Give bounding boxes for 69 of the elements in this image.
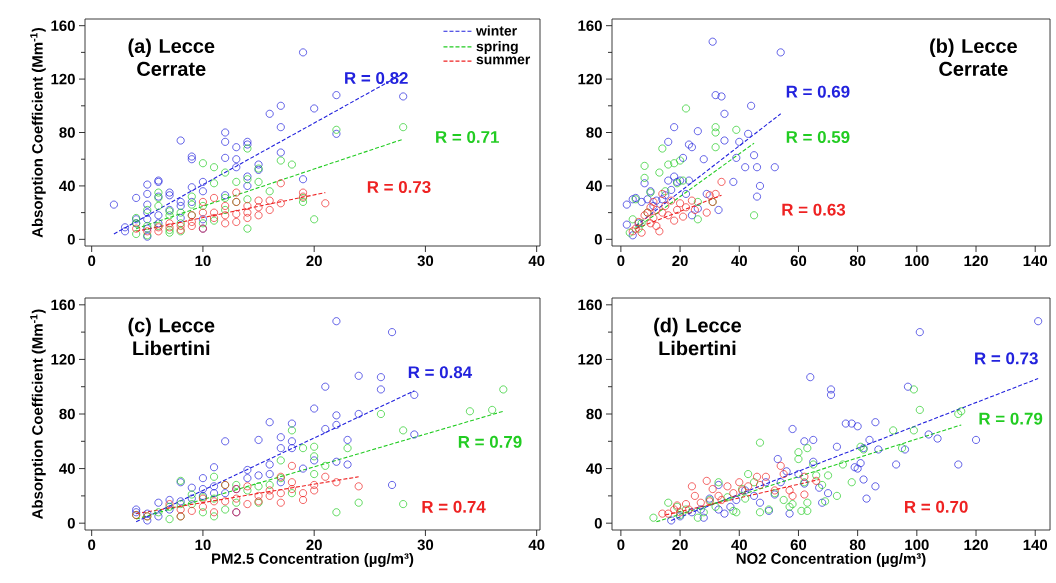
- y-tick-label: 40: [586, 180, 602, 192]
- x-tick-label: 20: [306, 539, 322, 551]
- y-tick-label: 40: [586, 463, 602, 474]
- x-tick-label: 30: [417, 539, 434, 551]
- annotation: R = 0.73: [975, 352, 1038, 365]
- x-tick-label: 40: [528, 539, 545, 551]
- y-tick-label: 80: [59, 127, 75, 138]
- x-tick-label: 30: [417, 255, 434, 267]
- y-axis-title: Absorption Coefficient (Mm$^{-1}$): [30, 27, 46, 238]
- annotation: R = 0.79: [979, 412, 1043, 425]
- annotation: R = 0.82: [345, 72, 408, 85]
- text: (d) Lecce Libertini: [654, 317, 742, 356]
- x-tick-label: 20: [672, 255, 688, 267]
- y-tick-label: 0: [594, 517, 602, 529]
- y-tick-label: 120: [578, 354, 602, 365]
- text: (a) Lecce Cerrate: [128, 38, 215, 76]
- x-tick-label: 20: [672, 539, 688, 551]
- annotation: R = 0.73: [367, 180, 431, 193]
- y-tick-label: 0: [594, 234, 602, 245]
- x-tick-label: 60: [790, 255, 807, 267]
- y-tick-label: 40: [59, 463, 75, 474]
- x-tick-label: 20: [306, 255, 322, 267]
- annotation: R = 0.70: [905, 500, 968, 513]
- x-tick-label: 0: [88, 255, 96, 267]
- y-tick-label: 40: [59, 180, 75, 192]
- annotation: R = 0.74: [422, 500, 486, 513]
- x-tick-label: 40: [528, 255, 545, 267]
- annotation: R = 0.63: [782, 203, 846, 216]
- x-tick-label: 0: [88, 539, 96, 551]
- y-tick-label: 80: [586, 408, 602, 420]
- x-tick-label: 10: [195, 255, 211, 267]
- y-tick-label: 160: [51, 20, 75, 31]
- x-tick-label: 120: [964, 539, 988, 551]
- x-tick-label: 140: [1023, 255, 1048, 267]
- x-tick-label: 100: [905, 539, 929, 551]
- annotation: R = 0.69: [786, 85, 850, 98]
- x-axis-title: NO2 Concentration (µg/m³): [736, 552, 926, 567]
- y-tick-label: 120: [51, 354, 75, 365]
- legend-label: spring: [476, 41, 518, 55]
- y-tick-label: 80: [59, 408, 75, 420]
- y-tick-label: 80: [586, 127, 602, 138]
- text: (b) Lecce Cerrate: [930, 38, 1017, 76]
- y-axis-title: Absorption Coefficient (Mm$^{-1}$): [30, 309, 46, 519]
- annotation: R = 0.71: [436, 131, 499, 144]
- y-tick-label: 0: [67, 234, 75, 245]
- y-tick-label: 160: [578, 299, 602, 311]
- y-tick-label: 120: [51, 73, 75, 85]
- x-tick-label: 80: [849, 539, 866, 551]
- x-tick-label: 120: [964, 255, 988, 267]
- x-tick-label: 0: [617, 255, 625, 267]
- y-tick-label: 160: [51, 299, 75, 311]
- x-tick-label: 100: [905, 255, 929, 267]
- annotation: R = 0.79: [458, 435, 522, 448]
- x-tick-label: 40: [731, 539, 747, 551]
- x-tick-label: 80: [849, 255, 866, 267]
- x-tick-label: 60: [790, 539, 807, 551]
- y-tick-label: 0: [67, 517, 75, 529]
- annotation: R = 0.59: [786, 131, 850, 144]
- annotation: R = 0.84: [408, 366, 473, 379]
- x-tick-label: 140: [1023, 539, 1048, 551]
- text: (c) Lecce Libertini: [128, 317, 215, 356]
- legend-label: summer: [476, 56, 531, 65]
- x-axis-title: PM2.5 Concentration (µg/m³): [212, 552, 414, 567]
- x-tick-label: 10: [195, 539, 211, 551]
- y-tick-label: 160: [578, 20, 602, 31]
- x-tick-label: 0: [617, 539, 625, 551]
- legend-label: winter: [475, 25, 517, 36]
- y-tick-label: 120: [578, 73, 602, 85]
- x-tick-label: 40: [731, 255, 747, 267]
